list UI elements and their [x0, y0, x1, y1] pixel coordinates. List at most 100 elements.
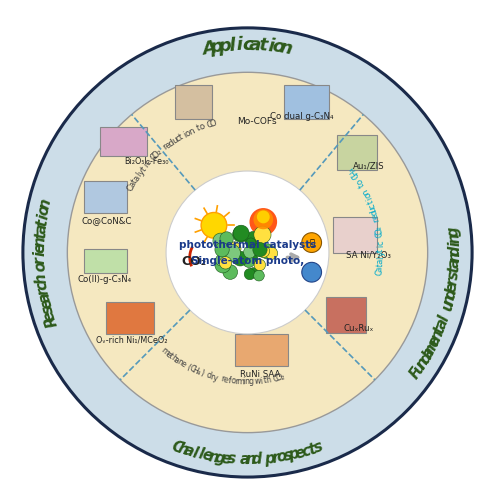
Text: n: n	[187, 126, 196, 137]
FancyBboxPatch shape	[334, 218, 377, 253]
Text: g: g	[248, 377, 253, 386]
Text: C: C	[169, 438, 185, 456]
Text: d: d	[447, 245, 462, 256]
Text: i: i	[260, 376, 263, 386]
Text: h: h	[169, 354, 178, 364]
Text: Bi₂O₅I₂-Fe₃₀: Bi₂O₅I₂-Fe₃₀	[124, 156, 169, 166]
Circle shape	[302, 232, 322, 252]
Text: p: p	[217, 37, 232, 56]
Text: l: l	[436, 314, 452, 323]
Text: e: e	[223, 375, 229, 385]
Text: d: d	[167, 138, 176, 148]
Text: O: O	[275, 373, 283, 383]
Circle shape	[244, 268, 255, 280]
Text: t: t	[306, 441, 318, 458]
Text: t: t	[357, 181, 367, 188]
Text: i: i	[365, 196, 374, 201]
Text: ₄: ₄	[195, 368, 201, 377]
Text: Au₁/ZIS: Au₁/ZIS	[352, 162, 384, 170]
FancyBboxPatch shape	[326, 298, 366, 333]
Text: e: e	[38, 297, 55, 310]
Text: r: r	[372, 217, 382, 222]
Text: u: u	[170, 136, 180, 146]
Text: e: e	[163, 349, 172, 360]
Text: CO₂: CO₂	[182, 255, 207, 268]
Circle shape	[257, 210, 270, 224]
Text: i: i	[267, 37, 275, 56]
Text: C: C	[350, 170, 361, 180]
Text: o: o	[355, 177, 365, 186]
Text: r: r	[209, 372, 215, 382]
Text: l: l	[135, 172, 144, 178]
Circle shape	[219, 256, 232, 269]
Circle shape	[253, 210, 273, 230]
Text: CuₓRuₓ: CuₓRuₓ	[344, 324, 374, 334]
Text: H: H	[348, 166, 359, 177]
Circle shape	[215, 254, 227, 266]
Text: ₂: ₂	[374, 224, 383, 230]
Text: d: d	[205, 370, 212, 381]
Text: n: n	[33, 236, 48, 247]
Text: n: n	[175, 358, 184, 368]
Text: e: e	[294, 444, 307, 462]
Text: u: u	[410, 360, 429, 377]
Text: u: u	[368, 205, 379, 213]
Text: t: t	[432, 324, 448, 336]
Text: d: d	[251, 452, 262, 468]
Text: a: a	[128, 180, 138, 189]
Text: i: i	[36, 213, 51, 220]
Text: e: e	[42, 308, 58, 322]
Text: Co@CoN&C: Co@CoN&C	[82, 216, 132, 225]
Circle shape	[233, 226, 248, 242]
Text: c: c	[376, 240, 385, 245]
Text: a: a	[375, 266, 385, 272]
Text: t: t	[139, 164, 148, 173]
Circle shape	[257, 245, 270, 258]
Text: C: C	[148, 152, 159, 163]
Circle shape	[254, 226, 271, 244]
Text: Co(II)-g-C₃N₄: Co(II)-g-C₃N₄	[77, 275, 131, 284]
Text: H: H	[191, 366, 199, 376]
Text: p: p	[263, 450, 275, 466]
FancyBboxPatch shape	[84, 248, 127, 273]
Text: l: l	[197, 446, 205, 462]
Text: C: C	[272, 374, 279, 384]
Text: Mo-COFs: Mo-COFs	[238, 117, 277, 126]
Text: a: a	[172, 356, 181, 366]
Text: t: t	[258, 36, 268, 55]
Text: u: u	[439, 299, 456, 313]
Text: C: C	[126, 183, 136, 192]
Text: R: R	[43, 314, 61, 329]
Text: ): )	[198, 368, 205, 378]
Text: O: O	[208, 118, 217, 129]
Text: e: e	[164, 140, 173, 150]
Text: t: t	[178, 132, 185, 141]
Circle shape	[228, 242, 241, 255]
Text: i: i	[33, 252, 48, 256]
Text: A: A	[200, 38, 217, 59]
Circle shape	[302, 262, 322, 282]
Text: r: r	[235, 376, 239, 386]
Text: ₄: ₄	[347, 165, 356, 173]
Text: e: e	[444, 282, 460, 294]
Text: p: p	[287, 446, 301, 463]
Text: t: t	[366, 198, 376, 205]
Text: t: t	[263, 376, 267, 386]
Text: (: (	[185, 363, 192, 372]
Text: s: s	[282, 448, 294, 464]
Circle shape	[223, 264, 238, 280]
Circle shape	[260, 244, 275, 259]
FancyBboxPatch shape	[337, 135, 377, 170]
Text: n: n	[245, 378, 249, 386]
Text: s: s	[227, 452, 237, 467]
Circle shape	[246, 238, 256, 248]
Circle shape	[223, 244, 241, 262]
Text: t: t	[446, 265, 462, 274]
Text: SA Ni/Y₂O₃: SA Ni/Y₂O₃	[346, 250, 391, 260]
Text: i: i	[236, 36, 243, 54]
Text: e: e	[201, 448, 213, 464]
Text: C: C	[375, 231, 385, 238]
Text: e: e	[220, 450, 231, 466]
Circle shape	[249, 208, 277, 236]
Circle shape	[244, 246, 256, 258]
